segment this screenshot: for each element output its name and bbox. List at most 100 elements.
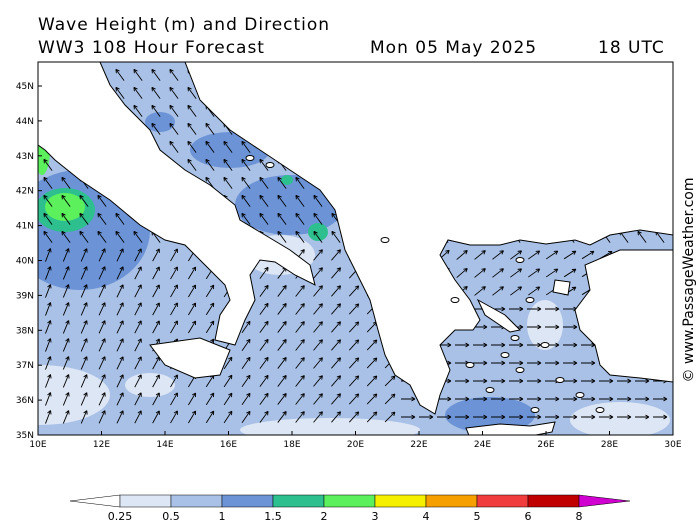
arrow — [259, 392, 269, 405]
arrow — [527, 360, 542, 366]
arrow — [492, 268, 504, 278]
arrow — [331, 303, 342, 315]
island — [265, 162, 275, 168]
arrow — [456, 250, 468, 260]
lat-axis: 45N 44N 43N 42N 41N 40N 39N 38N 37N 36N 35N — [16, 82, 42, 441]
arrow — [259, 320, 269, 333]
arrow — [241, 392, 251, 406]
arrow — [313, 303, 323, 315]
colorbar-swatch — [170, 494, 223, 508]
arrow — [151, 122, 161, 135]
arrow — [581, 360, 596, 366]
arrow — [527, 396, 542, 402]
arrow — [205, 392, 215, 406]
arrow — [98, 356, 106, 370]
arrow — [43, 158, 53, 171]
arrow — [491, 414, 506, 420]
arrow — [97, 194, 107, 207]
arrow — [134, 266, 142, 280]
arrow — [563, 268, 577, 278]
arrow — [473, 342, 488, 348]
arrow — [134, 374, 142, 388]
lon-label: 30E — [664, 440, 681, 450]
map — [38, 62, 673, 435]
arrow — [331, 267, 342, 279]
arrow — [61, 230, 71, 243]
colorbar-swatch — [425, 494, 478, 508]
island — [555, 377, 565, 383]
arrow — [313, 249, 323, 261]
lat-label: 41N — [16, 222, 34, 232]
arrow — [653, 396, 668, 402]
arrow — [152, 302, 160, 316]
arrow — [241, 194, 251, 207]
arrow — [527, 414, 542, 420]
colorbar-label: 0.25 — [108, 510, 133, 523]
arrow — [116, 284, 124, 298]
watermark: © www.PassageWeather.com — [681, 177, 697, 382]
date: Mon 05 May 2025 — [370, 38, 537, 58]
arrow — [79, 212, 89, 225]
arrow — [188, 410, 197, 424]
arrow — [43, 176, 53, 189]
arrow — [401, 396, 416, 402]
arrow — [491, 378, 506, 384]
arrow — [510, 286, 523, 296]
arrow — [384, 393, 396, 405]
arrow — [45, 374, 52, 388]
arrow — [152, 410, 160, 424]
lat-label: 35N — [16, 431, 34, 441]
arrow — [133, 86, 143, 99]
arrow — [348, 303, 360, 315]
lon-label: 22E — [410, 440, 427, 450]
arrow — [170, 320, 178, 334]
arrow — [116, 320, 124, 334]
arrow — [366, 339, 378, 351]
arrow — [259, 338, 269, 351]
arrow — [62, 374, 70, 388]
arrow — [473, 414, 488, 420]
arrow — [80, 320, 88, 334]
arrow — [384, 411, 396, 423]
arrow — [223, 158, 233, 171]
arrow — [527, 324, 542, 330]
arrow — [635, 396, 650, 402]
colorbar-low — [69, 494, 121, 508]
arrow — [241, 140, 251, 153]
arrow — [331, 230, 341, 243]
arrow — [115, 212, 125, 225]
arrow — [169, 122, 179, 135]
colorbar-label: 1.5 — [264, 510, 282, 523]
arrow — [45, 410, 52, 424]
colorbar-label: 8 — [576, 510, 583, 523]
arrow — [509, 360, 524, 366]
arrow — [277, 321, 287, 333]
arrow — [617, 396, 632, 402]
arrow — [581, 250, 595, 260]
lon-label: 18E — [283, 440, 300, 450]
arrow — [223, 392, 233, 406]
arrow — [61, 212, 71, 225]
arrow — [401, 414, 416, 420]
colorbar-label: 0.5 — [162, 510, 180, 523]
lon-label: 24E — [474, 440, 491, 450]
arrow — [277, 357, 287, 369]
arrow — [295, 212, 305, 225]
arrow — [169, 140, 179, 153]
arrow — [455, 396, 470, 402]
arrow — [545, 268, 559, 278]
arrow — [617, 378, 632, 384]
arrow — [98, 266, 106, 280]
arrow — [563, 250, 577, 260]
arrow — [492, 286, 504, 296]
colorbar-swatch — [323, 494, 376, 508]
colorbar-swatch — [119, 494, 172, 508]
arrow — [455, 342, 470, 348]
arrow — [599, 396, 614, 402]
arrow — [277, 411, 287, 423]
arrow — [259, 410, 269, 423]
arrow — [277, 230, 287, 243]
colorbar-swatch — [476, 494, 529, 508]
arrow — [366, 357, 378, 369]
arrow — [62, 284, 70, 298]
